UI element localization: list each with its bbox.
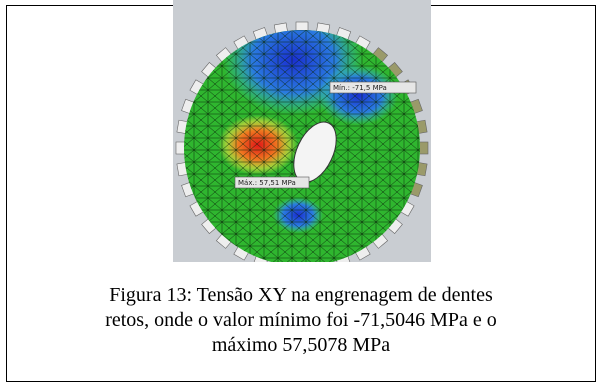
page: Mín.: -71,5 MPa Máx.: 57,51 MPa Figura 1… xyxy=(0,0,604,386)
gear-image: Mín.: -71,5 MPa Máx.: 57,51 MPa xyxy=(173,0,431,262)
caption-line: Figura 13: Tensão XY na engrenagem de de… xyxy=(6,283,596,308)
caption: Figura 13: Tensão XY na engrenagem de de… xyxy=(6,283,596,358)
max-label: Máx.: 57,51 MPa xyxy=(238,179,296,187)
caption-line: máximo 57,5078 MPa xyxy=(6,333,596,358)
min-label: Mín.: -71,5 MPa xyxy=(333,84,387,92)
caption-line: retos, onde o valor mínimo foi -71,5046 … xyxy=(6,308,596,333)
